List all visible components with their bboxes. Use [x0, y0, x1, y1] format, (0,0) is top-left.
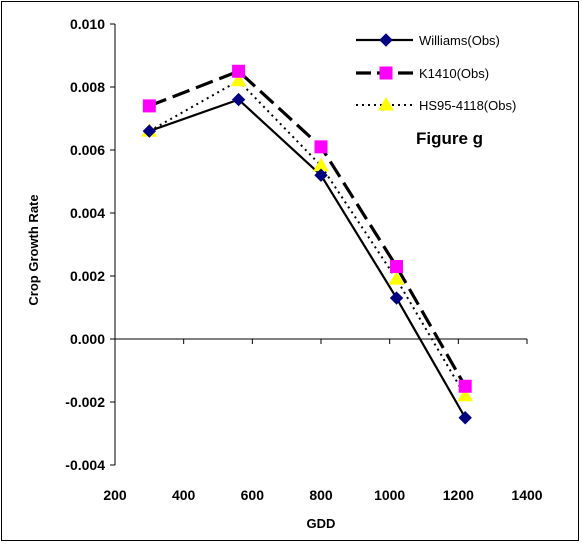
data-point-0 — [458, 411, 472, 425]
x-tick-label: 1200 — [443, 487, 474, 503]
legend: Williams(Obs) K1410(Obs) HS95-4118(Obs) — [356, 33, 516, 113]
series-line-2 — [148, 79, 467, 397]
data-point-1 — [314, 140, 328, 154]
legend-marker — [379, 66, 393, 80]
figure-annotation: Figure g — [416, 129, 483, 148]
y-tick-label: 0.000 — [70, 331, 105, 347]
legend-label: Williams(Obs) — [419, 33, 500, 48]
series-layer — [141, 64, 474, 425]
legend-marker — [378, 97, 394, 111]
data-point-0 — [231, 92, 246, 107]
legend-label: HS95-4118(Obs) — [419, 98, 516, 113]
data-point-2 — [388, 271, 405, 285]
data-point-1 — [390, 260, 404, 274]
x-tick-label: 1000 — [374, 487, 405, 503]
x-tick-label: 800 — [309, 487, 333, 503]
axes-layer: -0.004 -0.002 0.000 0.002 0.004 0.006 0.008 0.0… — [65, 16, 542, 503]
data-point-1 — [458, 379, 472, 393]
y-tick-label: 0.006 — [70, 142, 105, 158]
data-point-2 — [230, 72, 247, 87]
y-axis-title: Crop Growth Rate — [26, 194, 41, 305]
legend-marker — [379, 33, 393, 47]
y-tick-label: 0.004 — [70, 205, 105, 221]
data-point-1 — [232, 64, 246, 78]
legend-label: K1410(Obs) — [419, 66, 489, 81]
x-tick-label: 400 — [172, 487, 196, 503]
x-axis-title: GDD — [307, 516, 336, 531]
data-point-0 — [314, 168, 328, 182]
y-tick-label: -0.002 — [65, 394, 105, 410]
y-tick-label: 0.008 — [70, 79, 105, 95]
y-tick-label: 0.002 — [70, 268, 105, 284]
x-tick-label: 600 — [241, 487, 265, 503]
y-tick-label: 0.010 — [70, 16, 105, 32]
y-tick-label: -0.004 — [65, 457, 105, 473]
data-point-0 — [142, 124, 157, 138]
x-tick-label: 1400 — [511, 487, 542, 503]
x-tick-label: 200 — [103, 487, 127, 503]
data-point-0 — [389, 291, 404, 305]
data-point-1 — [142, 99, 156, 113]
data-point-2 — [457, 387, 474, 402]
